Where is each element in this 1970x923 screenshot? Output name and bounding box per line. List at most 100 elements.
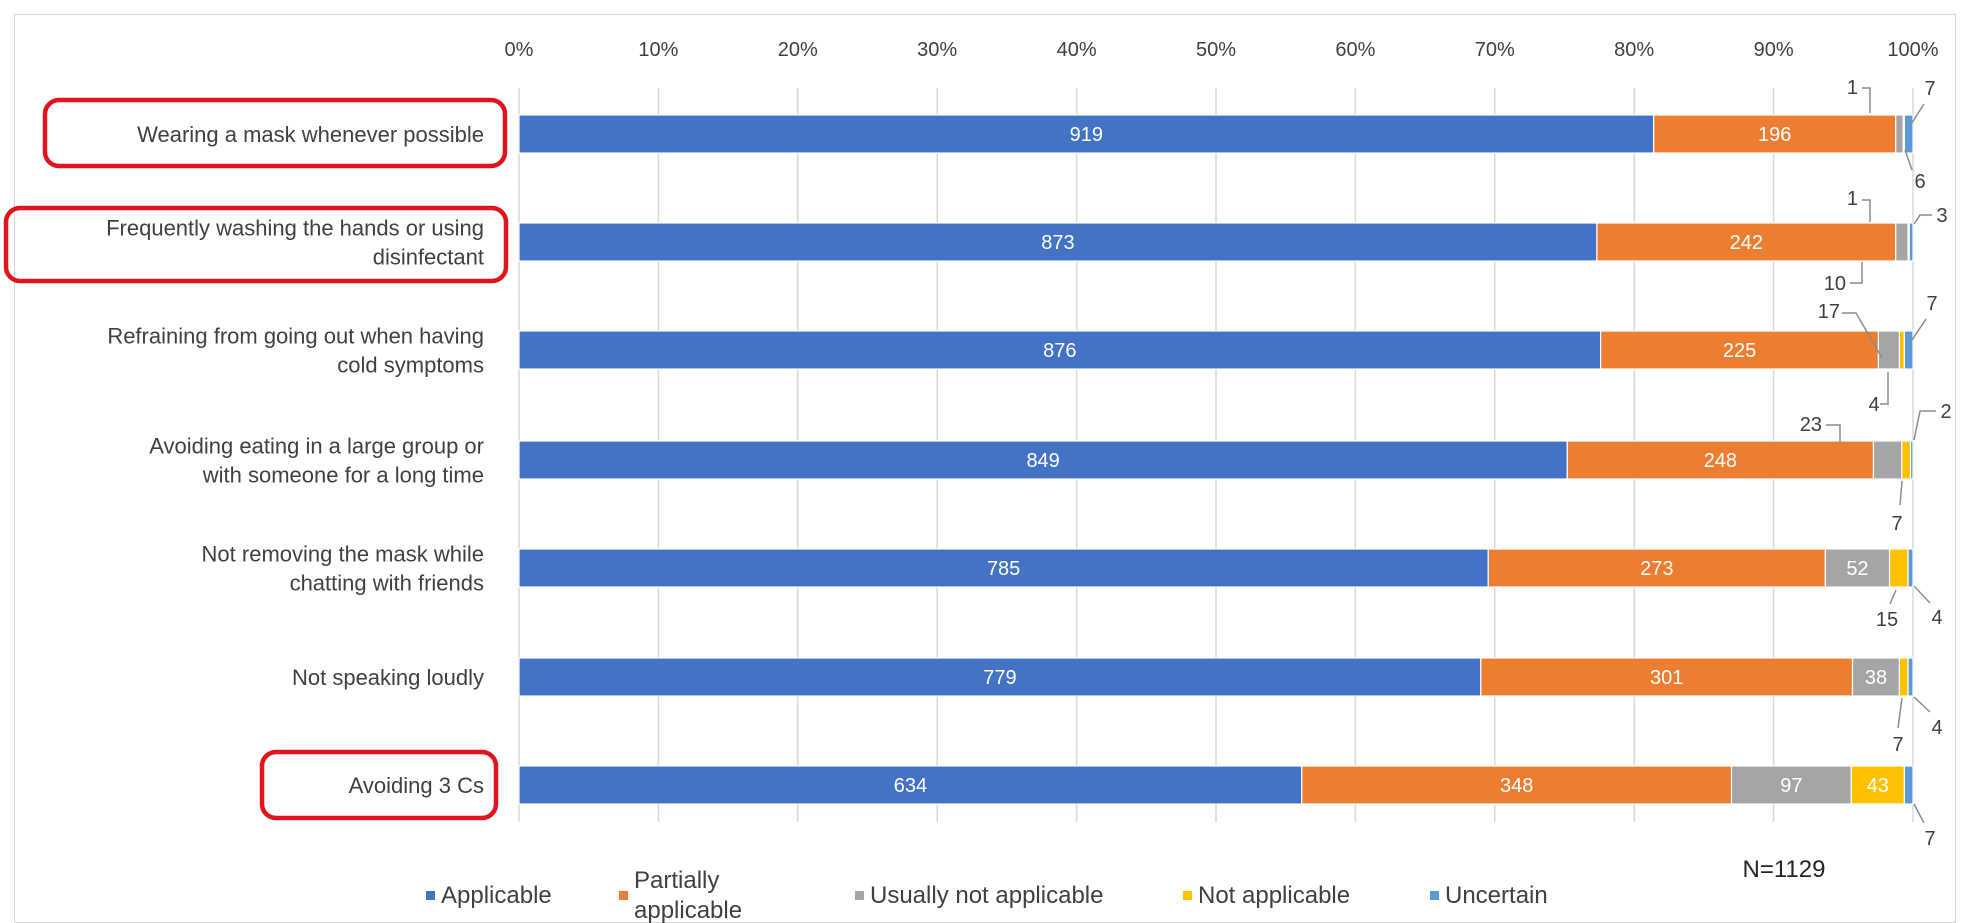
sample-size-label: N=1129 <box>1743 856 1826 883</box>
bar-segment <box>1872 440 1903 480</box>
leader-line <box>1862 87 1871 113</box>
legend-label: Not applicable <box>1198 882 1350 909</box>
category-label: chatting with friends <box>290 571 484 596</box>
bar-segment <box>1566 440 1875 480</box>
bar-segment <box>1596 222 1897 262</box>
bar-segment <box>518 114 1655 154</box>
legend-swatch <box>1430 891 1439 900</box>
leader-line <box>1904 149 1913 171</box>
leader-line <box>1913 696 1931 713</box>
x-tick-label: 10% <box>638 39 678 61</box>
callout-label: 3 <box>1936 205 1947 227</box>
data-label: 779 <box>983 667 1016 689</box>
bar-segment <box>1487 548 1826 588</box>
leader-line <box>1850 262 1863 284</box>
x-tick-label: 0% <box>505 39 534 61</box>
x-tick-label: 80% <box>1614 39 1654 61</box>
data-label: 97 <box>1780 775 1802 797</box>
highlight-box <box>42 97 508 169</box>
bar-segment <box>1898 330 1905 370</box>
legend-label: Partially <box>634 867 719 894</box>
legend-label: Uncertain <box>1445 882 1548 909</box>
bar-segment <box>1895 222 1909 262</box>
x-tick-label: 40% <box>1057 39 1097 61</box>
bar-segment <box>1851 657 1901 697</box>
category-label: Avoiding 3 Cs <box>349 773 484 798</box>
leader-line <box>1862 199 1871 222</box>
leader-line <box>1913 214 1932 225</box>
bar-segment <box>1653 114 1897 154</box>
callout-label: 7 <box>1891 513 1902 535</box>
data-label: 248 <box>1704 450 1737 472</box>
category-label: Not speaking loudly <box>292 665 484 690</box>
legend-swatch <box>1183 891 1192 900</box>
callout-label: 7 <box>1892 734 1903 756</box>
bar-segment <box>1901 440 1912 480</box>
callout-label: 4 <box>1931 607 1942 629</box>
data-label: 785 <box>987 558 1020 580</box>
x-tick-label: 60% <box>1335 39 1375 61</box>
bar-segment <box>518 440 1568 480</box>
callout-label: 15 <box>1876 609 1898 631</box>
data-label: 348 <box>1500 775 1533 797</box>
bar-segment <box>518 657 1482 697</box>
bar-segment <box>1898 657 1909 697</box>
highlight-box <box>259 749 499 821</box>
leader-line <box>1889 589 1897 605</box>
data-label: 273 <box>1640 558 1673 580</box>
data-label: 873 <box>1041 232 1074 254</box>
callout-label: 4 <box>1931 717 1942 739</box>
category-label: Wearing a mask whenever possible <box>137 122 484 147</box>
callout-label: 2 <box>1940 401 1951 423</box>
bar-segment <box>518 548 1489 588</box>
legend-label: applicable <box>634 897 742 923</box>
bar-segment <box>1903 330 1914 370</box>
callout-label: 4 <box>1868 394 1879 416</box>
data-label: 876 <box>1043 340 1076 362</box>
leader-line <box>1897 697 1903 729</box>
leader-line <box>1909 318 1927 344</box>
bar-segment <box>1903 114 1914 154</box>
bar-segment <box>1907 548 1914 588</box>
data-label: 196 <box>1758 124 1791 146</box>
bar-segment <box>1895 114 1904 154</box>
callout-label: 7 <box>1924 828 1935 850</box>
leader-line <box>1880 372 1889 405</box>
bar-segment <box>518 222 1598 262</box>
category-label: with someone for a long time <box>202 463 484 488</box>
leader-line <box>1913 803 1925 824</box>
callout-label: 7 <box>1926 293 1937 315</box>
bar-segment <box>518 765 1303 805</box>
legend-label: Applicable <box>441 882 552 909</box>
category-label: cold symptoms <box>337 353 484 378</box>
data-label: 52 <box>1846 558 1868 580</box>
data-label: 43 <box>1867 775 1889 797</box>
callout-label: 17 <box>1818 301 1840 323</box>
bar-segment <box>1888 548 1909 588</box>
x-tick-label: 70% <box>1475 39 1515 61</box>
legend-swatch <box>855 891 864 900</box>
leader-line <box>1826 424 1841 442</box>
data-label: 225 <box>1723 340 1756 362</box>
bar-segment <box>1480 657 1854 697</box>
x-tick-label: 100% <box>1887 39 1938 61</box>
category-label: Refraining from going out when having <box>107 324 484 349</box>
leader-line <box>1913 585 1931 604</box>
bar-segment <box>1301 765 1733 805</box>
category-label: Frequently washing the hands or using <box>106 216 484 241</box>
callout-label: 23 <box>1800 414 1822 436</box>
bar-segment <box>1903 765 1914 805</box>
legend-label: Usually not applicable <box>870 882 1103 909</box>
data-label: 242 <box>1730 232 1763 254</box>
category-label: Avoiding eating in a large group or <box>149 434 484 459</box>
x-tick-label: 90% <box>1754 39 1794 61</box>
callout-label: 7 <box>1924 78 1935 100</box>
bar-segment <box>1730 765 1852 805</box>
leader-line <box>1909 103 1925 127</box>
x-tick-label: 50% <box>1196 39 1236 61</box>
callout-label: 1 <box>1847 188 1858 210</box>
data-label: 38 <box>1865 667 1887 689</box>
bar-segment <box>1907 657 1914 697</box>
highlight-box <box>3 205 509 284</box>
bar-segment <box>1909 440 1914 480</box>
